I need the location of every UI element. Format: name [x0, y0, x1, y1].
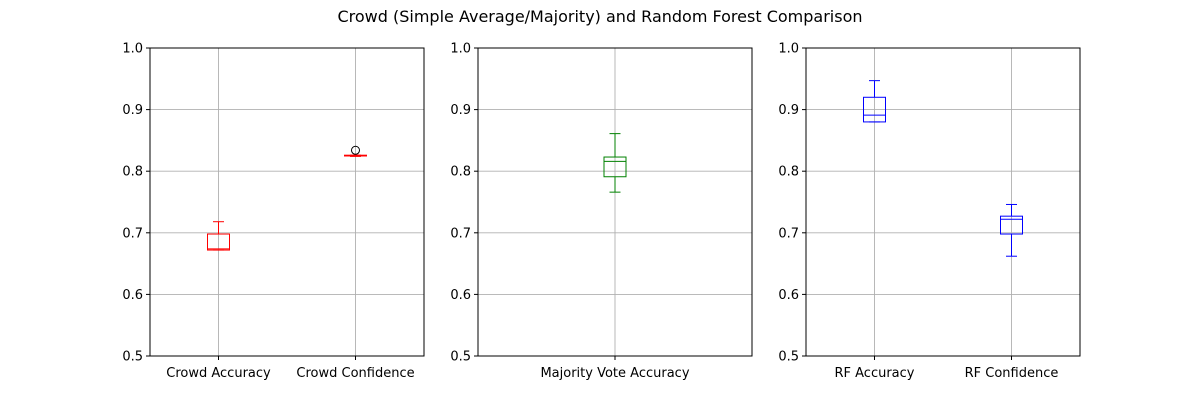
y-tick-label: 0.7: [122, 226, 143, 241]
x-tick-label: RF Confidence: [965, 366, 1059, 381]
y-tick-label: 0.5: [778, 350, 799, 365]
box-crowd-confidence: [344, 145, 367, 157]
y-tick-label: 0.9: [778, 103, 799, 118]
panel-3: 0.5 0.6 0.7 0.8 0.9 1.0 RF Accuracy RF Confiden…: [778, 42, 1081, 381]
y-tick-label: 0.7: [450, 226, 471, 241]
panel-2: 0.5 0.6 0.7 0.8 0.9 1.0 Majority Vote Accuracy: [450, 42, 753, 381]
box-iqr: [863, 96, 886, 123]
x-tick-label: Crowd Accuracy: [166, 366, 271, 381]
y-tick-label: 0.6: [122, 288, 143, 303]
y-tick-label: 0.5: [122, 350, 143, 365]
y-tick-label: 0.9: [122, 103, 143, 118]
y-tick-label: 0.6: [450, 288, 471, 303]
y-tick-label: 0.8: [122, 165, 143, 180]
box-crowd-accuracy: [207, 221, 230, 251]
axes-frame: [149, 47, 425, 357]
chart-title: Crowd (Simple Average/Majority) and Rand…: [337, 7, 862, 26]
y-tick-label: 1.0: [122, 42, 143, 57]
y-tick-label: 0.6: [778, 288, 799, 303]
x-tick-label: Majority Vote Accuracy: [540, 366, 689, 381]
panels: 0.5 0.6 0.7 0.8 0.9 1.0 Crowd Accuracy Crowd Co…: [122, 42, 1081, 381]
box-iqr: [1000, 215, 1023, 235]
y-tick-label: 0.9: [450, 103, 471, 118]
outlier-point: [351, 145, 360, 155]
panel-1: 0.5 0.6 0.7 0.8 0.9 1.0 Crowd Accuracy Crowd Co…: [122, 42, 425, 381]
y-tick-label: 0.7: [778, 226, 799, 241]
y-tick-label: 0.8: [450, 165, 471, 180]
axes-frame: [805, 47, 1081, 357]
y-tick-label: 0.8: [778, 165, 799, 180]
box-rf-accuracy: [863, 80, 886, 123]
box-iqr: [603, 156, 627, 178]
box-rf-confidence: [1000, 203, 1023, 257]
y-tick-label: 1.0: [450, 42, 471, 57]
y-tick-label: 1.0: [778, 42, 799, 57]
box-majority-vote-accuracy: [603, 133, 627, 193]
box-iqr: [207, 233, 230, 251]
x-tick-label: RF Accuracy: [835, 366, 915, 381]
x-tick-label: Crowd Confidence: [296, 366, 414, 381]
axes-frame: [477, 47, 753, 357]
y-tick-label: 0.5: [450, 350, 471, 365]
